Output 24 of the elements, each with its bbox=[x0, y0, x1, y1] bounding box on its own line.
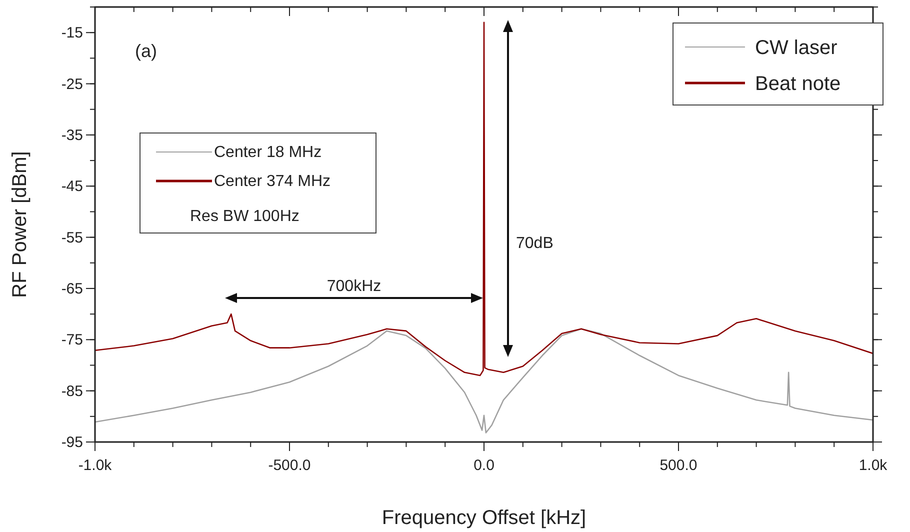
x-tick-label: -500.0 bbox=[268, 457, 311, 474]
x-tick-label: 0.0 bbox=[474, 457, 494, 474]
y-tick-label: -55 bbox=[61, 229, 83, 246]
x-axis-title: Frequency Offset [kHz] bbox=[382, 507, 586, 529]
legend-label: CW laser bbox=[755, 37, 838, 59]
y-tick-label: -15 bbox=[61, 24, 83, 42]
annotation: (a) bbox=[135, 41, 157, 61]
y-tick-label: -45 bbox=[61, 178, 83, 196]
y-tick-label: -95 bbox=[61, 434, 83, 451]
annotation: Res BW 100Hz bbox=[190, 208, 300, 225]
x-tick-label: 500.0 bbox=[660, 457, 698, 474]
y-tick-label: -75 bbox=[61, 332, 83, 349]
y-tick-label: -25 bbox=[61, 76, 83, 93]
annotation: Center 18 MHz bbox=[214, 144, 322, 161]
annotation: 70dB bbox=[516, 235, 554, 252]
y-tick-label: -65 bbox=[61, 280, 83, 298]
y-axis-title: RF Power [dBm] bbox=[9, 151, 31, 298]
y-tick-label: -35 bbox=[61, 126, 83, 144]
annotation: 700kHz bbox=[326, 278, 382, 295]
x-tick-label: -1.0k bbox=[78, 457, 112, 474]
x-tick-label: 1.0k bbox=[858, 457, 888, 474]
y-tick-label: -85 bbox=[61, 382, 83, 400]
legend-label: Beat note bbox=[755, 73, 841, 95]
annotation: Center 374 MHz bbox=[214, 173, 330, 190]
